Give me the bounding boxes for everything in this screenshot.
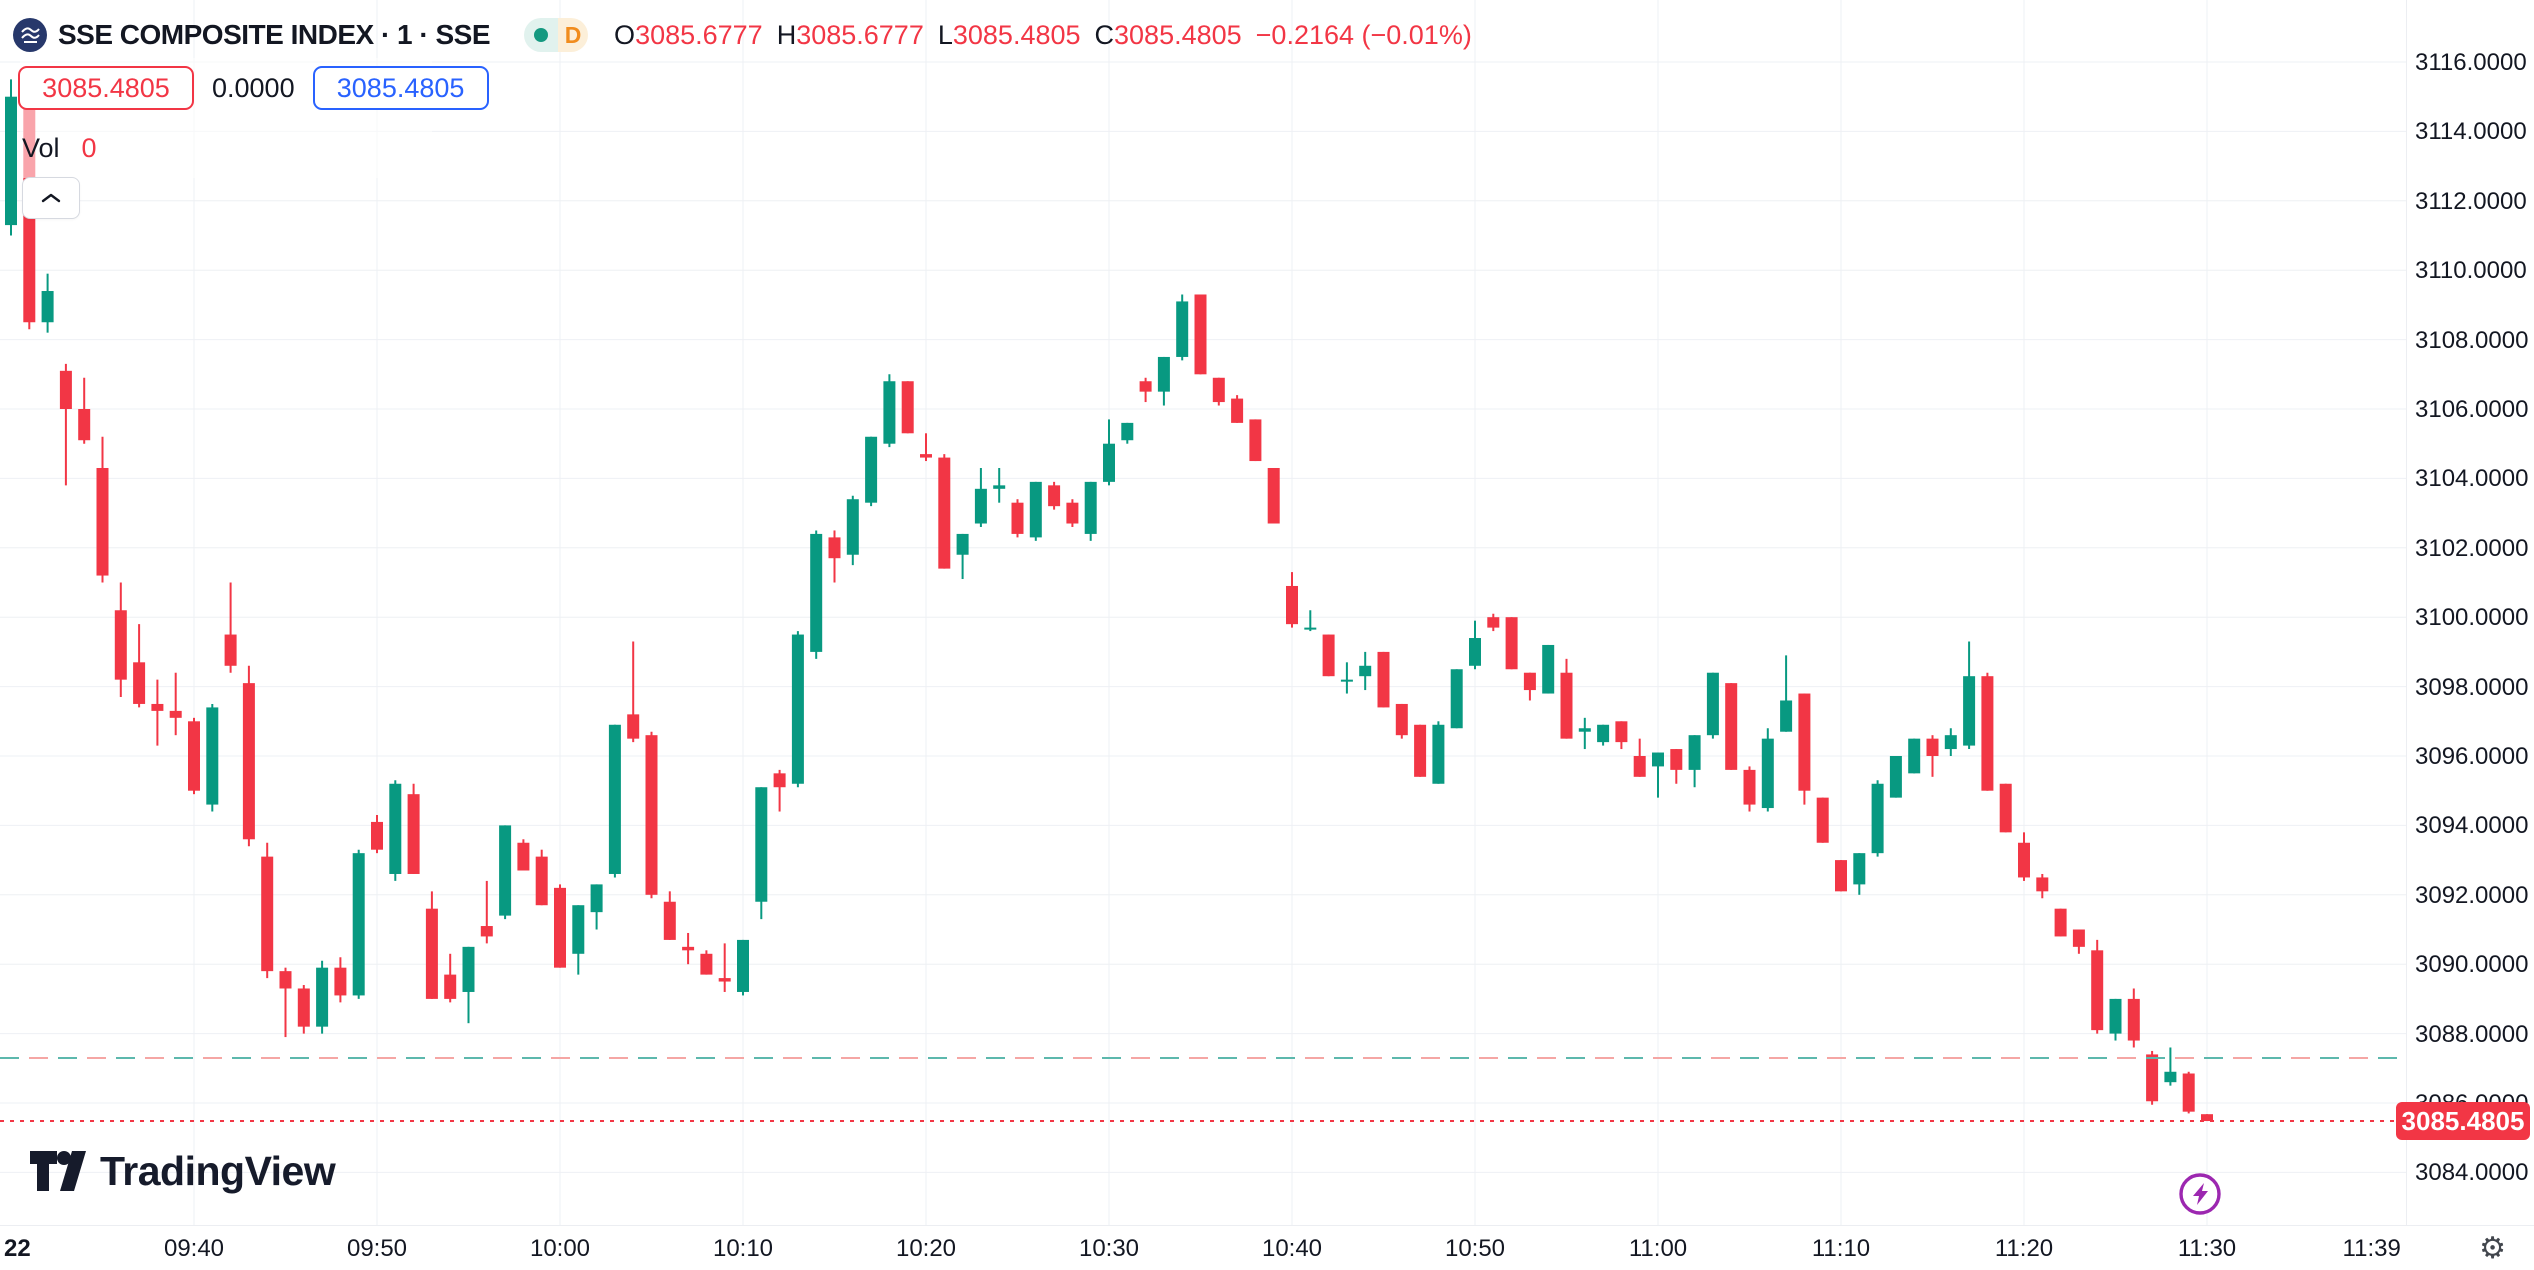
time-axis-label: 10:30 <box>1078 1235 1140 1262</box>
price-axis-label: 3102.0000 <box>2415 534 2529 562</box>
time-axis-label: 10:50 <box>1444 1235 1506 1262</box>
time-axis-label: 11:30 <box>2177 1235 2237 1262</box>
price-axis-label: 3084.0000 <box>2415 1159 2529 1187</box>
price-axis-label: 3096.0000 <box>2415 743 2529 770</box>
sell-price-button[interactable]: 3085.4805 <box>18 66 194 110</box>
volume-value: 0 <box>81 133 97 163</box>
symbol-header: SSE COMPOSITE INDEX · 1 · SSE D O3085.67… <box>12 10 1472 60</box>
ohlc-legend: O3085.6777 H3085.6777 L3085.4805 C3085.4… <box>614 20 1472 51</box>
price-axis-label: 3092.0000 <box>2415 881 2529 909</box>
chevron-up-icon <box>41 193 61 203</box>
time-axis[interactable]: ⚙ 22 09:40 09:50 10:00 10:10 10:20 10:30 10:40 1… <box>0 1225 2534 1270</box>
flash-lightning-button[interactable] <box>2178 1172 2222 1216</box>
price-axis-label: 3114.0000 <box>2415 118 2527 146</box>
change-value: −0.2164 (−0.01%) <box>1255 19 1472 50</box>
price-axis-label: 3094.0000 <box>2415 812 2529 840</box>
buy-price-button[interactable]: 3085.4805 <box>312 66 489 110</box>
price-axis[interactable]: 3085.4805 3116.0000 3114.0000 3112.0000 311… <box>2396 0 2534 1225</box>
time-axis-label: 09:50 <box>346 1235 408 1262</box>
price-axis-label: 3100.0000 <box>2415 604 2529 632</box>
tradingview-logo[interactable]: TradingView <box>30 1148 336 1195</box>
time-axis-label: 09:40 <box>163 1235 225 1262</box>
time-axis-label: 11:00 <box>1628 1235 1688 1262</box>
low-label: L <box>937 19 953 50</box>
price-axis-label: 3110.0000 <box>2415 257 2527 285</box>
price-axis-label: 3108.0000 <box>2415 326 2529 354</box>
time-axis-label: 10:10 <box>712 1235 774 1262</box>
price-axis-label: 3098.0000 <box>2415 673 2529 701</box>
time-axis-label: 10:20 <box>895 1235 957 1262</box>
close-label: C <box>1094 19 1115 50</box>
collapse-pane-button[interactable] <box>22 177 80 219</box>
candlestick-series <box>0 0 2406 1225</box>
volume-legend: Vol 0 <box>22 133 97 164</box>
open-value: 3085.6777 <box>635 19 763 50</box>
time-axis-label: 10:00 <box>529 1235 591 1262</box>
last-price-tag: 3085.4805 <box>2396 1102 2530 1141</box>
high-label: H <box>776 19 797 50</box>
quote-badges-row: 3085.4805 0.0000 3085.4805 <box>18 66 489 110</box>
price-axis-label: 3106.0000 <box>2415 396 2529 423</box>
low-value: 3085.4805 <box>952 19 1081 50</box>
time-axis-label: 10:40 <box>1261 1235 1323 1262</box>
lightning-bolt-icon <box>2193 1183 2208 1205</box>
price-axis-label: 3088.0000 <box>2415 1020 2529 1048</box>
volume-label: Vol <box>22 133 60 163</box>
tradingview-logo-text: TradingView <box>100 1148 336 1194</box>
open-label: O <box>614 19 636 50</box>
spread-value: 0.0000 <box>212 72 295 103</box>
price-axis-label: 3104.0000 <box>2415 465 2529 493</box>
sse-symbol-logo-icon <box>13 18 47 52</box>
price-axis-label: 3090.0000 <box>2415 951 2529 979</box>
time-axis-label: 22 <box>4 1235 31 1262</box>
price-axis-label: 3112.0000 <box>2415 187 2527 215</box>
market-open-dot-icon <box>524 18 559 52</box>
symbol-title[interactable]: SSE COMPOSITE INDEX · 1 · SSE <box>58 19 491 50</box>
time-axis-label: 11:20 <box>1994 1235 2054 1262</box>
time-axis-label: 11:10 <box>1811 1235 1871 1262</box>
gear-icon[interactable]: ⚙ <box>2479 1232 2506 1265</box>
time-axis-label: 11:39 <box>2342 1235 2401 1262</box>
price-axis-label: 3116.0000 <box>2415 49 2527 76</box>
chart-canvas[interactable] <box>0 0 2406 1225</box>
market-status-pill[interactable]: D <box>524 18 589 52</box>
high-value: 3085.6777 <box>796 19 924 50</box>
close-value: 3085.4805 <box>1114 19 1242 50</box>
delayed-data-badge: D <box>558 18 589 52</box>
tradingview-logo-icon <box>30 1150 86 1191</box>
